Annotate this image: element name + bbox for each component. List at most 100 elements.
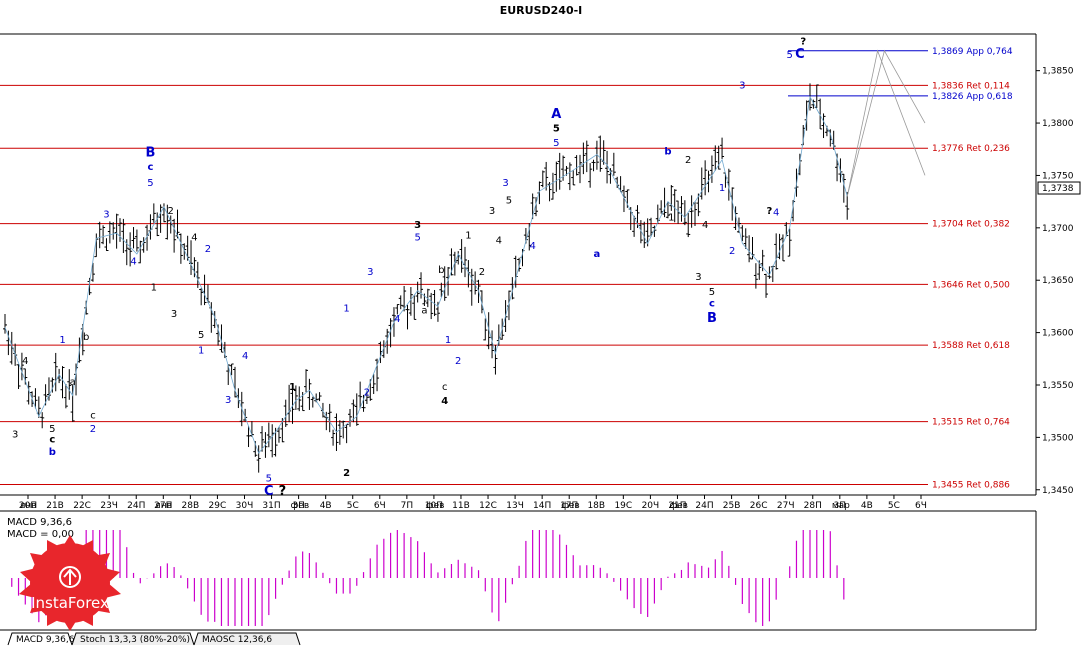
x-tick-label: 20П (19, 501, 37, 511)
wave-label: 4 (529, 241, 535, 252)
x-tick-label: 23Ч (100, 501, 118, 511)
price-bar (672, 189, 677, 223)
price-bar (158, 204, 163, 233)
price-bar (408, 287, 413, 316)
price-bar (337, 420, 342, 445)
price-bar (293, 385, 298, 410)
x-tick-label: 26С (750, 501, 768, 511)
indicator-tabs[interactable]: MACD 9,36,6 Stoch 13,3,3 (80%-20%) MAOSC 1… (7, 632, 301, 646)
price-bar (165, 204, 170, 240)
x-tick-label: 6Ч (915, 501, 927, 511)
price-bar (388, 318, 393, 348)
price-bar (703, 160, 708, 196)
price-bar (578, 154, 582, 184)
wave-label: C (264, 484, 274, 499)
month-label: фев (669, 501, 688, 511)
price-bar (118, 218, 122, 242)
price-bar (699, 167, 704, 200)
y-tick-label: 1,3700 (1042, 224, 1074, 234)
price-bar (594, 140, 599, 170)
x-tick-label: 18В (587, 501, 605, 511)
y-tick-label: 1,3600 (1042, 329, 1074, 339)
price-bar (233, 366, 237, 398)
price-bar (611, 152, 616, 176)
indicator-tab[interactable]: Stoch 13,3,3 (80%-20%) (71, 632, 195, 646)
wave-label: 5 (49, 424, 55, 435)
indicator-tab[interactable]: MAOSC 12,36,6 (193, 632, 301, 646)
x-tick-label: 3П (834, 501, 847, 511)
price-bar (121, 218, 126, 254)
price-bar (429, 292, 434, 320)
wave-path (4, 49, 926, 454)
price-bar (351, 399, 356, 423)
x-tick-label: 11В (452, 501, 470, 511)
month-label: фев (561, 501, 580, 511)
price-bar (486, 312, 491, 350)
price-bar (199, 288, 204, 306)
price-bar (598, 135, 603, 172)
price-bar (97, 221, 102, 249)
wave-label: 1 (289, 382, 296, 393)
wave-label: B (145, 146, 155, 161)
price-bar (358, 381, 363, 409)
price-bar (821, 113, 826, 139)
price-bar (226, 364, 231, 385)
price-bar (402, 285, 407, 312)
price-bar (740, 225, 745, 242)
price-bar (104, 238, 109, 251)
x-tick-label: 29С (209, 501, 227, 511)
wave-label: 2 (364, 387, 370, 398)
price-bar (510, 277, 515, 300)
price-bar (94, 233, 99, 258)
price-bar (331, 429, 336, 446)
price-axis: 1,3850 1,3800 1,3750 1,3700 1,3650 1,3600 1,35… (1036, 67, 1074, 496)
price-bar (60, 366, 65, 399)
price-bar (544, 161, 549, 191)
wave-label: 2 (479, 267, 485, 278)
price-bar (845, 192, 850, 220)
y-tick-label: 1,3450 (1042, 486, 1074, 496)
price-bar (67, 369, 72, 400)
x-tick-label: 12С (479, 501, 497, 511)
price-bar (588, 163, 593, 188)
wave-label: 1 (59, 335, 65, 346)
wave-label: 5 (787, 50, 793, 61)
price-bar (219, 324, 224, 353)
y-tick-label: 1,3850 (1042, 67, 1074, 77)
price-bar (141, 237, 146, 253)
price-bar (777, 233, 782, 260)
wave-label: b (664, 146, 671, 157)
price-bar (550, 172, 555, 200)
price-bar (70, 385, 75, 422)
x-tick-label: 13Ч (506, 501, 524, 511)
wave-label: 5 (198, 330, 204, 341)
x-tick-label: 21П (668, 501, 686, 511)
x-tick-label: 27П (154, 501, 172, 511)
wave-label: c (90, 411, 96, 422)
x-tick-label: 21В (46, 501, 64, 511)
price-bar (540, 170, 545, 188)
logo-text: InstaForex (31, 594, 109, 612)
price-bar (557, 152, 562, 190)
month-label: фев (291, 501, 310, 511)
wave-label: 3 (12, 429, 18, 440)
wave-label: 4 (773, 207, 779, 218)
x-tick-label: 22С (73, 501, 91, 511)
wave-label: 3 (103, 209, 109, 220)
x-tick-label: 3П (292, 501, 305, 511)
macd-name: MACD 9,36,6 (7, 517, 72, 528)
price-bar (662, 187, 667, 218)
price-bar (841, 173, 846, 203)
price-bar (415, 281, 420, 303)
wave-label: 5 (553, 123, 560, 134)
x-tick-label: 14П (533, 501, 551, 511)
price-bar (405, 304, 410, 330)
price-bar (743, 228, 748, 249)
price-bar (425, 288, 430, 308)
wave-label: ? (279, 484, 287, 499)
price-bar (6, 330, 11, 356)
indicator-tab-label: Stoch 13,3,3 (80%-20%) (80, 635, 190, 645)
indicator-tab[interactable]: MACD 9,36,6 (7, 632, 75, 646)
